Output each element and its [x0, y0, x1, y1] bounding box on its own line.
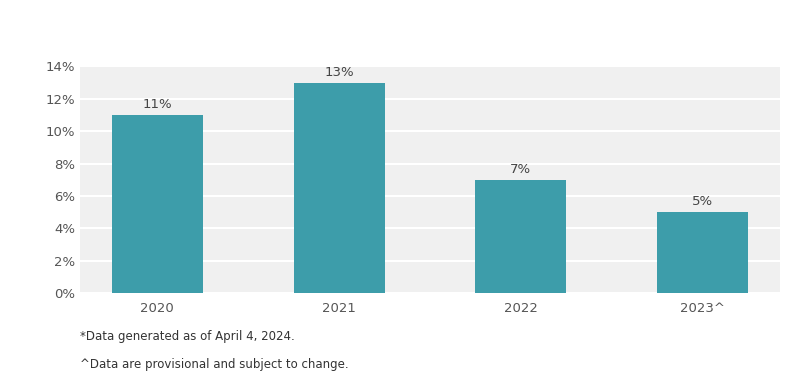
Bar	[658, 212, 748, 293]
Bar	[475, 180, 566, 293]
Text: 5%: 5%	[692, 195, 714, 208]
Text: ^Data are provisional and subject to change.: ^Data are provisional and subject to cha…	[80, 358, 349, 371]
Text: 13%: 13%	[324, 66, 354, 79]
Bar	[294, 83, 385, 293]
Text: *Data generated as of April 4, 2024.: *Data generated as of April 4, 2024.	[80, 330, 294, 343]
Text: 11%: 11%	[142, 98, 172, 111]
Text: Percentage of Outpatient Hemodialysis Facilities with an SIR Greater than 1 by Y: Percentage of Outpatient Hemodialysis Fa…	[0, 19, 800, 38]
Bar	[112, 115, 202, 293]
Text: 7%: 7%	[510, 163, 531, 176]
